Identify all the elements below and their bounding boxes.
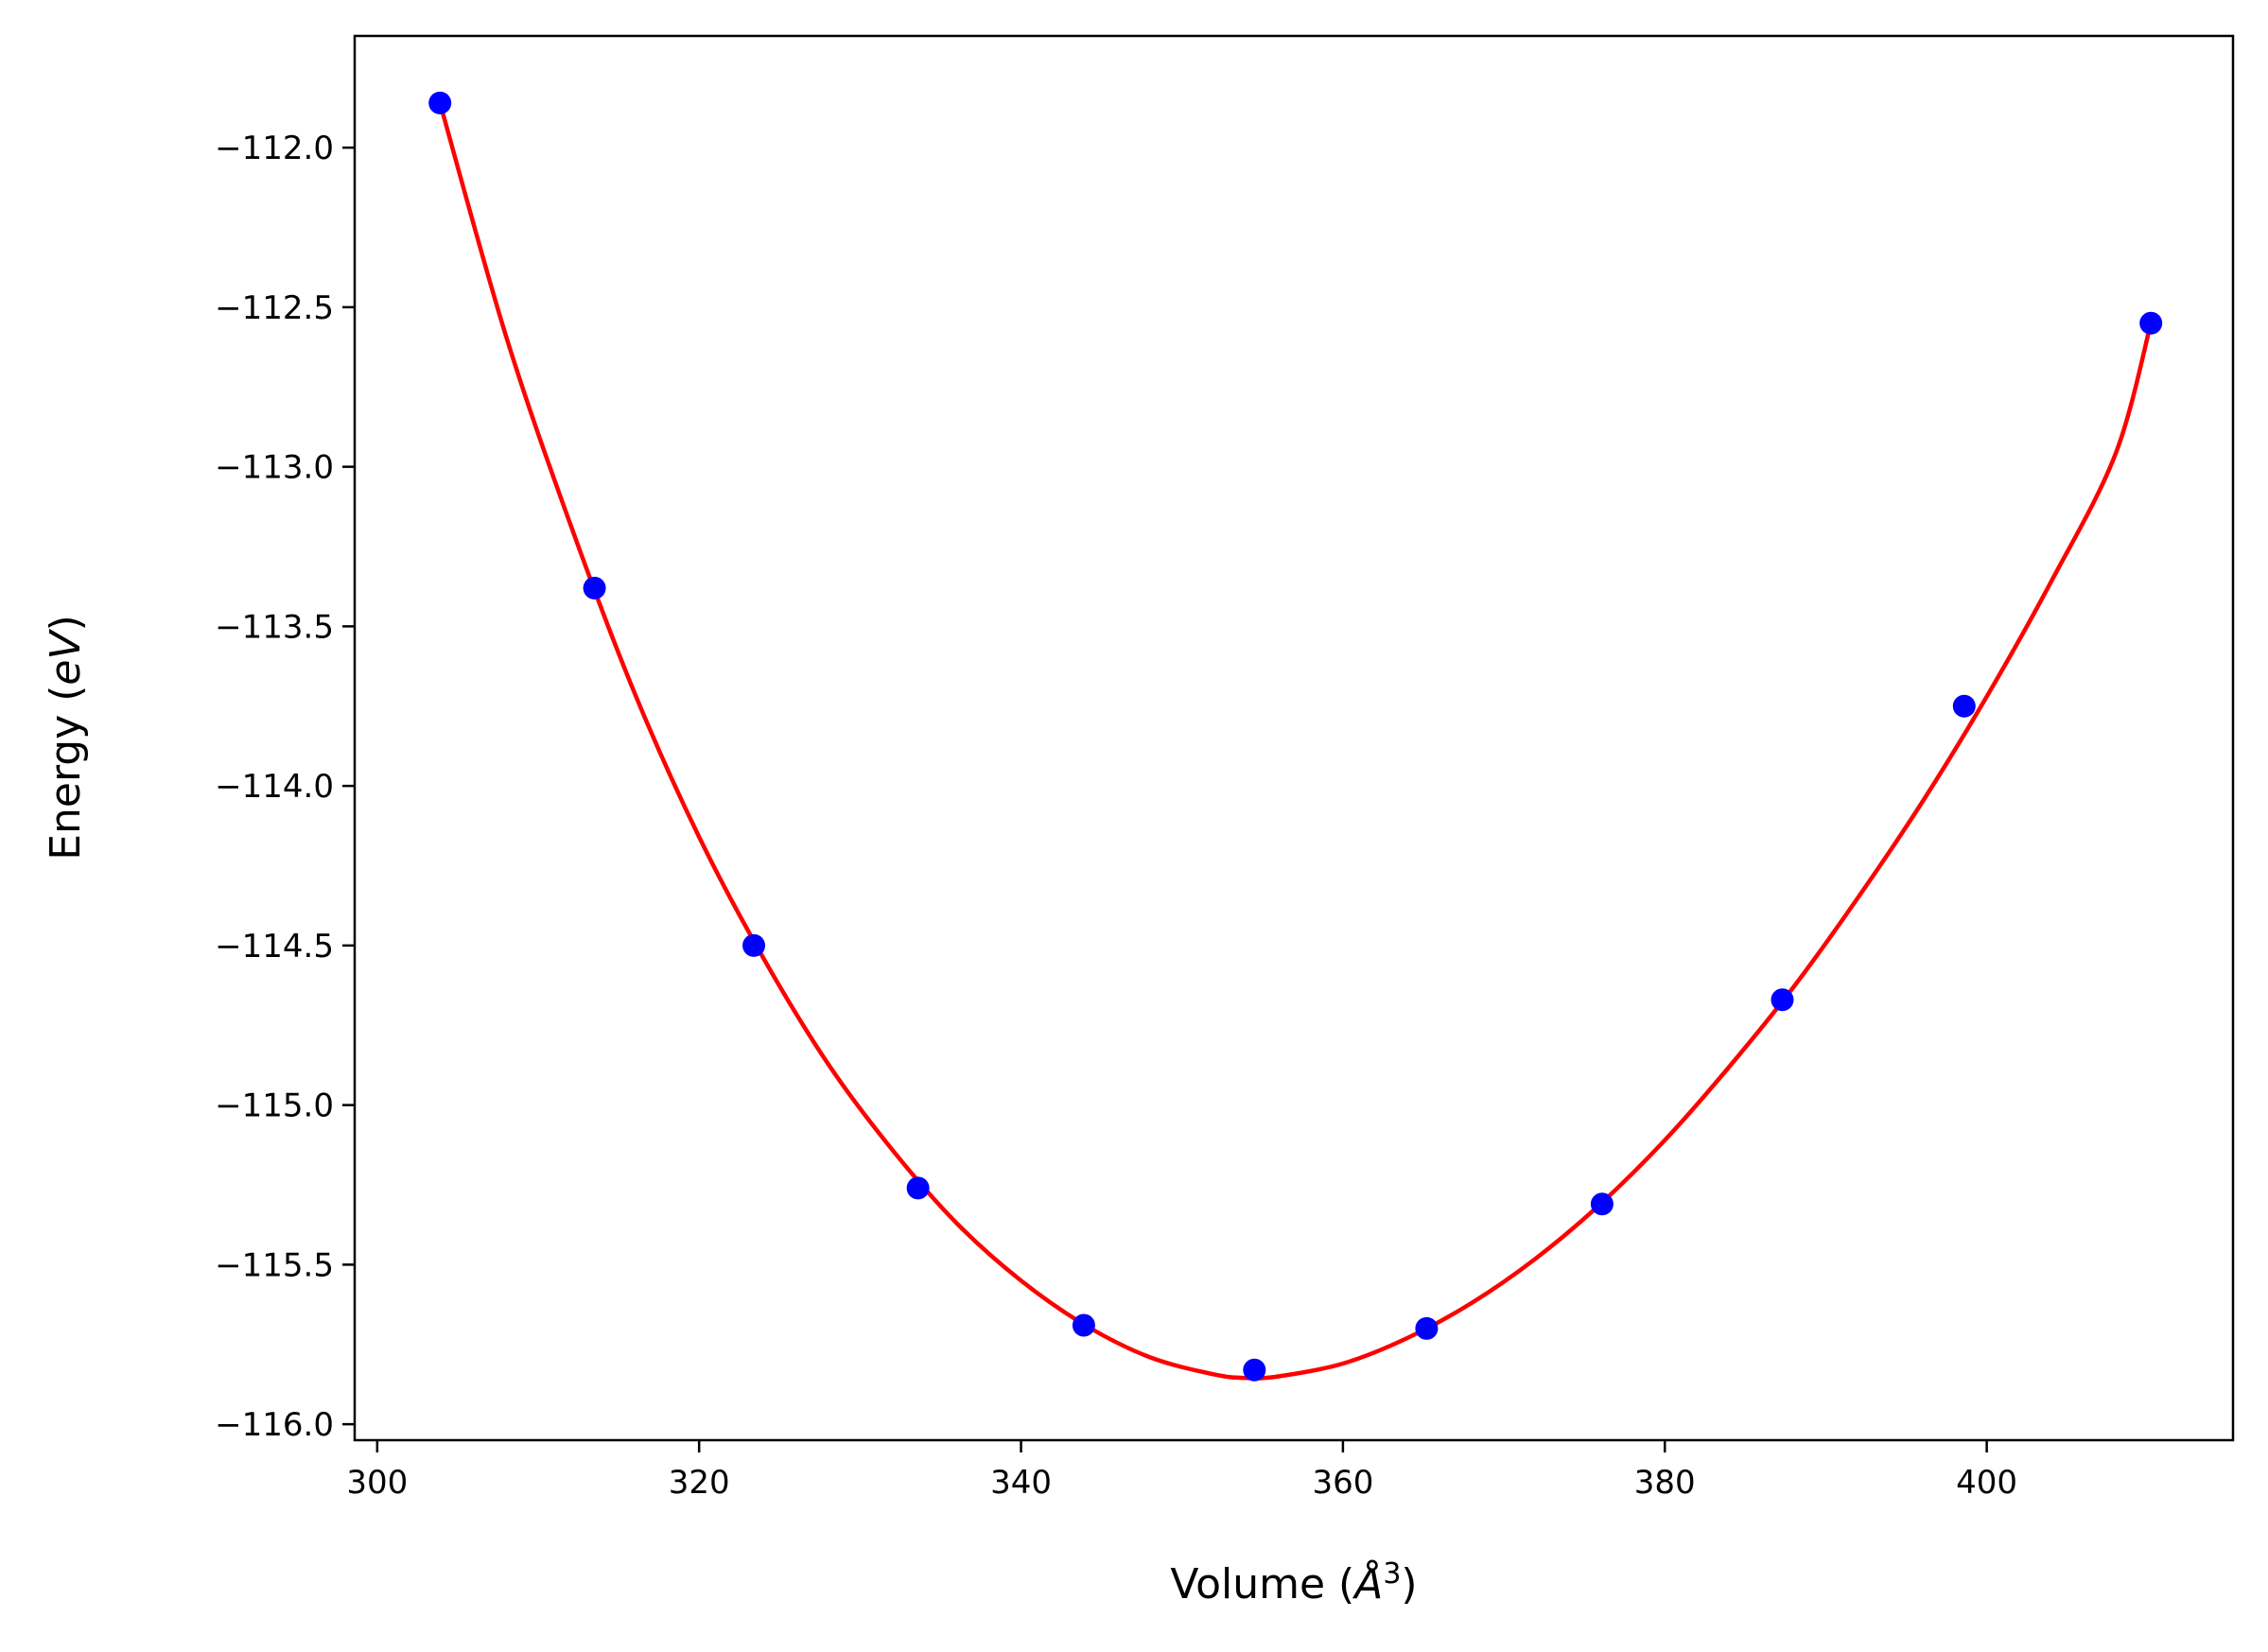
x-tick-label: 340 [990, 1464, 1052, 1502]
data-point [428, 91, 452, 114]
y-tick-label: −114.0 [215, 768, 334, 806]
x-tick-label: 380 [1634, 1464, 1696, 1502]
data-point [1243, 1358, 1266, 1382]
data-point [2139, 311, 2163, 335]
data-point [1415, 1316, 1439, 1340]
x-tick-label: 300 [346, 1464, 408, 1502]
data-point [1771, 988, 1794, 1012]
y-tick-label: −113.0 [215, 449, 334, 487]
x-tick-label: 400 [1956, 1464, 2017, 1502]
data-point [1072, 1313, 1095, 1337]
y-tick-label: −113.5 [215, 608, 334, 646]
y-tick-label: −112.0 [215, 130, 334, 167]
data-point [1952, 694, 1976, 718]
data-point [742, 933, 766, 957]
x-axis-label: Volume (Å3) [1170, 1557, 1417, 1609]
x-tick-label: 320 [669, 1464, 730, 1502]
y-tick-label: −116.0 [215, 1406, 334, 1444]
plot-area [428, 91, 2163, 1382]
y-tick-label: −115.0 [215, 1087, 334, 1125]
data-point [1590, 1192, 1614, 1216]
y-tick-label: −115.5 [215, 1246, 334, 1284]
x-tick-label: 360 [1312, 1464, 1373, 1502]
y-tick-label: −114.5 [215, 928, 334, 965]
axes-frame [353, 34, 2235, 1442]
y-tick-label: −112.5 [215, 289, 334, 327]
y-axis-label: Energy (eV) [42, 615, 90, 861]
ticks: 300 320 340 360 380 400 −112.0 −112.5 −113.0 −113… [215, 130, 2017, 1502]
data-point [906, 1176, 930, 1200]
data-point [583, 576, 606, 600]
